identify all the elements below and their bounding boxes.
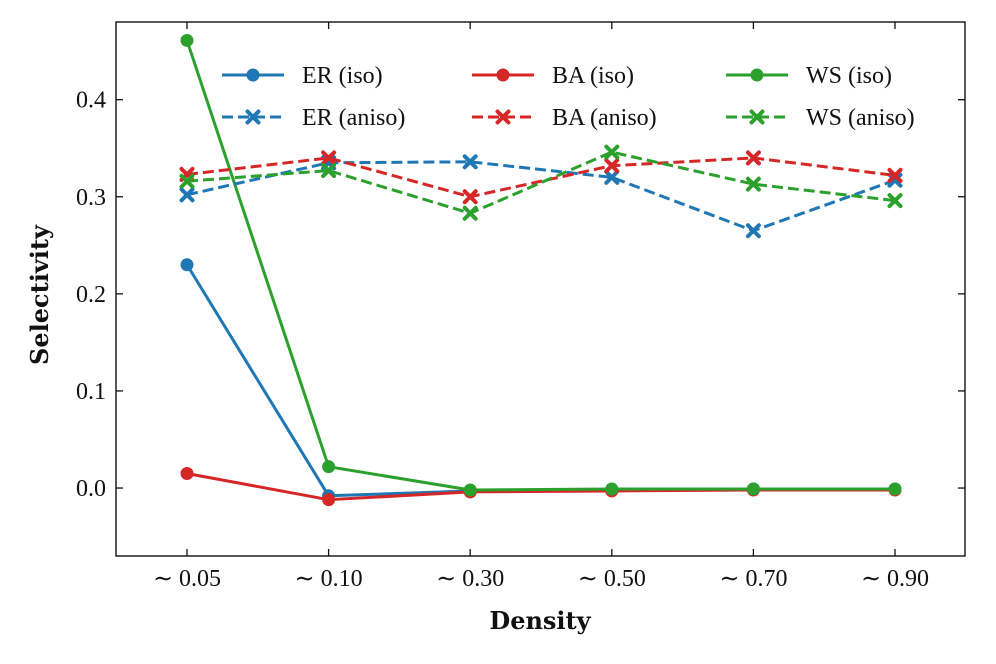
point-ws-aniso xyxy=(745,176,761,192)
point-ba-aniso xyxy=(887,167,903,183)
y-tick-label: 0.2 xyxy=(76,282,106,308)
point-ws-aniso xyxy=(179,173,195,189)
series-layer xyxy=(179,33,903,507)
point-er-aniso xyxy=(604,169,620,185)
point-ba-aniso xyxy=(462,189,478,205)
series-ba-aniso xyxy=(179,150,903,205)
legend: ER (iso) BA (iso) WS (iso) ER (aniso) BA (an… xyxy=(222,63,915,131)
point-ws-aniso xyxy=(321,163,337,179)
series-ws-aniso xyxy=(179,144,903,221)
legend-marker xyxy=(750,68,764,82)
legend-label: BA (aniso) xyxy=(552,105,657,131)
point-ba-iso xyxy=(180,466,194,480)
series-line-er-iso xyxy=(185,263,895,498)
point-ws-iso xyxy=(746,482,760,496)
legend-marker xyxy=(749,109,765,125)
point-ba-aniso xyxy=(604,158,620,174)
legend-label: ER (aniso) xyxy=(302,105,405,131)
legend-marker xyxy=(246,68,260,82)
legend-entry-er-aniso: ER (aniso) xyxy=(222,105,405,131)
x-tick-label: ∼ 0.05 xyxy=(153,566,221,592)
series-line-ws-aniso xyxy=(186,150,896,215)
point-ws-iso xyxy=(463,483,477,497)
legend-entry-ba-iso: BA (iso) xyxy=(472,63,634,89)
x-tick-label: ∼ 0.90 xyxy=(861,566,929,592)
axis-ticks: 0.0 0.1 0.2 0.3 0.4 ∼ 0.05 ∼ 0.10 ∼ 0.30 ∼ 0.50 ∼… xyxy=(76,22,965,592)
point-er-aniso xyxy=(179,187,195,203)
series-er-aniso xyxy=(179,154,903,239)
legend-marker xyxy=(495,109,511,125)
point-ws-iso xyxy=(322,460,336,474)
y-tick-label: 0.1 xyxy=(76,379,106,405)
series-ba-iso xyxy=(180,466,902,507)
series-ws-iso xyxy=(180,33,902,497)
x-tick-label: ∼ 0.50 xyxy=(578,566,646,592)
series-line-ws-iso xyxy=(185,39,895,492)
point-er-iso xyxy=(180,258,194,272)
series-line-ba-aniso xyxy=(186,156,896,199)
point-ws-aniso xyxy=(604,144,620,160)
point-ws-aniso xyxy=(462,205,478,221)
legend-label: BA (iso) xyxy=(552,63,634,89)
point-ba-aniso xyxy=(745,150,761,166)
point-ws-iso xyxy=(180,33,194,47)
legend-marker xyxy=(496,68,510,82)
legend-label: WS (aniso) xyxy=(806,105,915,131)
y-tick-label: 0.4 xyxy=(76,88,106,114)
legend-label: WS (iso) xyxy=(806,63,892,89)
legend-entry-ba-aniso: BA (aniso) xyxy=(472,105,657,131)
legend-marker xyxy=(245,109,261,125)
plot-frame xyxy=(115,21,966,557)
legend-entry-er-iso: ER (iso) xyxy=(222,63,383,89)
y-axis-title: Selectivity xyxy=(25,224,54,365)
point-er-aniso xyxy=(745,223,761,239)
y-tick-label: 0.0 xyxy=(76,476,106,502)
x-tick-label: ∼ 0.70 xyxy=(719,566,787,592)
point-ws-iso xyxy=(888,482,902,496)
y-tick-label: 0.3 xyxy=(76,185,106,211)
series-line-ba-iso xyxy=(186,471,895,502)
legend-entry-ws-aniso: WS (aniso) xyxy=(726,105,915,131)
x-axis-title: Density xyxy=(489,606,591,635)
x-tick-label: ∼ 0.30 xyxy=(436,566,504,592)
point-er-aniso xyxy=(462,154,478,170)
point-ba-iso xyxy=(322,493,336,507)
legend-entry-ws-iso: WS (iso) xyxy=(726,63,892,89)
series-er-iso xyxy=(180,258,902,503)
x-tick-label: ∼ 0.10 xyxy=(295,566,363,592)
point-ba-aniso xyxy=(321,150,337,166)
legend-label: ER (iso) xyxy=(302,63,383,89)
point-ws-aniso xyxy=(887,193,903,209)
series-line-er-aniso xyxy=(186,160,896,233)
point-ws-iso xyxy=(605,482,619,496)
